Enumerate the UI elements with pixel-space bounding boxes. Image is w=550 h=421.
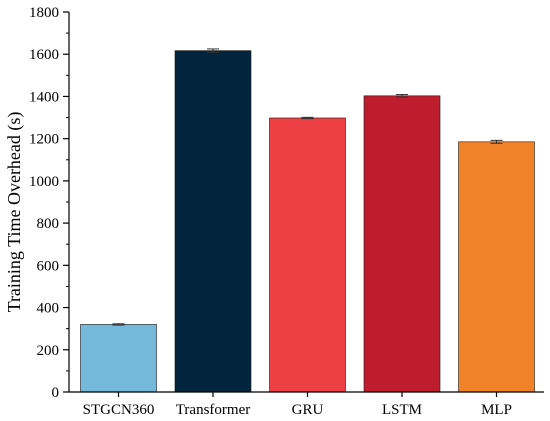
bar-gru (269, 117, 346, 393)
bar-stgcn360 (80, 324, 157, 393)
y-tick-label: 800 (37, 216, 60, 232)
y-tick-label: 1200 (29, 132, 59, 148)
y-tick-label: 0 (52, 385, 60, 401)
x-tick-label: STGCN360 (83, 402, 155, 418)
error-bars-layer (112, 48, 503, 326)
y-tick-label: 600 (37, 258, 60, 274)
y-tick-label: 1800 (29, 5, 59, 21)
x-tick-label: GRU (292, 402, 324, 418)
x-tick-label: LSTM (382, 402, 422, 418)
y-tick-label: 1400 (29, 89, 59, 105)
x-ticks-layer: STGCN360 Transformer GRU LSTM MLP (83, 392, 512, 418)
x-tick-label: Transformer (176, 402, 250, 418)
y-tick-label: 400 (37, 301, 60, 317)
y-axis-title: Training Time Overhead (s) (4, 112, 25, 313)
bar-mlp (458, 141, 535, 393)
y-tick-label: 200 (37, 343, 60, 359)
bar-transformer (174, 50, 252, 393)
bars-layer (80, 50, 535, 393)
y-tick-label: 1600 (29, 47, 59, 63)
y-ticks-layer: 0 200 400 600 800 1000 1200 1400 1600 1800 (29, 5, 69, 401)
bar-lstm (363, 95, 441, 393)
y-tick-label: 1000 (29, 174, 59, 190)
x-tick-label: MLP (481, 402, 512, 418)
